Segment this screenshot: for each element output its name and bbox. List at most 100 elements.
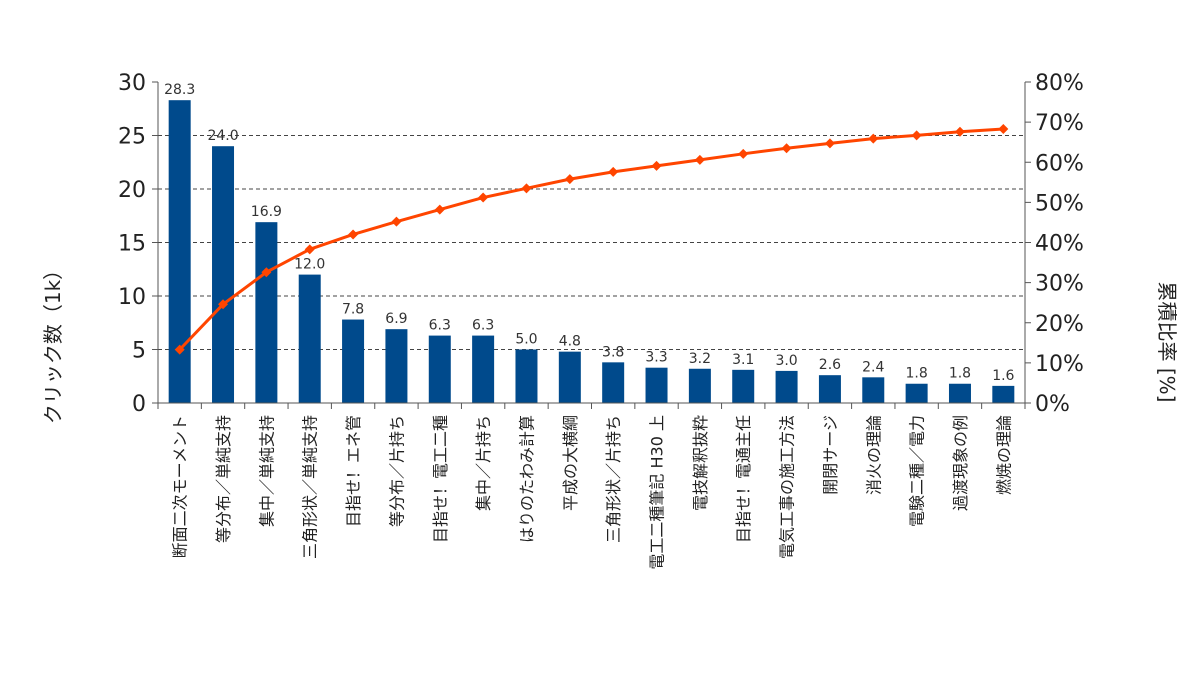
- cumulative-marker-1: [218, 299, 229, 310]
- y-axis-title: クリック数（1k）: [41, 260, 65, 424]
- x-tick-label-10: 三角形状／片持ち: [604, 415, 623, 543]
- cumulative-marker-18: [954, 126, 965, 137]
- bar-5: [385, 329, 408, 403]
- bar-value-label-8: 5.0: [515, 332, 537, 348]
- y2-tick-label-1: 10%: [1035, 352, 1084, 377]
- x-tick-label-11: 電工二種筆記 H30 上: [648, 415, 667, 570]
- bar-7: [472, 335, 495, 403]
- bar-12: [688, 368, 711, 403]
- x-tick-label-9: 平成の大横綱: [561, 415, 580, 511]
- cumulative-marker-8: [521, 183, 532, 194]
- cumulative-marker-10: [608, 166, 619, 177]
- bar-value-label-1: 24.0: [207, 128, 238, 144]
- bar-6: [428, 335, 451, 403]
- cumulative-marker-7: [478, 192, 489, 203]
- bar-14: [775, 370, 798, 403]
- cumulative-marker-14: [781, 143, 792, 154]
- bar-value-label-6: 6.3: [429, 318, 451, 334]
- bar-0: [168, 100, 191, 403]
- y-tick-label-5: 25: [118, 125, 146, 150]
- bar-value-label-13: 3.1: [732, 352, 754, 368]
- x-tick-label-5: 等分布／片持ち: [387, 415, 406, 527]
- cumulative-marker-19: [998, 123, 1009, 134]
- bar-9: [558, 351, 581, 403]
- bar-13: [732, 369, 755, 403]
- bar-11: [645, 367, 668, 403]
- bar-value-label-14: 3.0: [775, 353, 797, 369]
- axes: 0 5 10 15 20 25 30 0% 10% 20% 30% 40% 50% 60% 70% 80% 断面…: [118, 71, 1084, 570]
- x-tick-label-17: 電験二種／電力: [908, 415, 927, 527]
- bar-1: [212, 146, 235, 403]
- bar-value-label-2: 16.9: [251, 204, 282, 220]
- y-tick-label-4: 20: [118, 178, 146, 203]
- bar-value-label-12: 3.2: [689, 351, 711, 367]
- bar-value-label-11: 3.3: [645, 350, 667, 366]
- x-tick-label-13: 目指せ！電通主任: [734, 415, 753, 543]
- bar-18: [948, 383, 971, 403]
- bar-value-label-10: 3.8: [602, 344, 624, 360]
- x-tick-label-19: 燃焼の理論: [994, 415, 1013, 495]
- bar-value-label-18: 1.8: [949, 366, 971, 382]
- cumulative-marker-12: [694, 154, 705, 165]
- y-tick-label-0: 0: [132, 392, 146, 417]
- cumulative-marker-16: [868, 133, 879, 144]
- cumulative-marker-15: [824, 138, 835, 149]
- y2-tick-label-7: 70%: [1035, 111, 1084, 136]
- x-tick-label-1: 等分布／単純支持: [214, 415, 233, 543]
- x-tick-label-14: 電気工事の施工方法: [778, 415, 797, 559]
- cumulative-marker-6: [434, 204, 445, 215]
- cumulative-line: [178, 127, 1004, 351]
- y2-tick-label-3: 30%: [1035, 272, 1084, 297]
- bar-value-label-5: 6.9: [385, 311, 407, 327]
- bar-value-label-17: 1.8: [905, 366, 927, 382]
- bar-17: [905, 383, 928, 403]
- bar-value-label-0: 28.3: [164, 82, 195, 98]
- x-tick-label-6: 目指せ！電工二種: [431, 415, 450, 543]
- y-tick-label-6: 30: [118, 71, 146, 96]
- cumulative-marker-4: [348, 229, 359, 240]
- x-tick-label-3: 三角形状／単純支持: [301, 415, 320, 559]
- x-tick-label-12: 電技解釈抜粋: [691, 415, 710, 511]
- bar-value-label-15: 2.6: [819, 357, 841, 373]
- bar-3: [298, 274, 321, 403]
- bar-19: [992, 385, 1015, 403]
- x-tick-label-0: 断面二次モーメント: [171, 415, 190, 558]
- x-tick-label-15: 開閉サージ: [821, 415, 840, 495]
- bar-16: [862, 377, 885, 403]
- cumulative-marker-11: [651, 160, 662, 171]
- bar-value-label-16: 2.4: [862, 359, 884, 375]
- x-tick-label-16: 消火の理論: [864, 415, 883, 495]
- cumulative-marker-17: [911, 130, 922, 141]
- cumulative-marker-13: [738, 148, 749, 159]
- y2-axis-title: 累積比率 [%]: [1155, 282, 1179, 403]
- y2-tick-label-8: 80%: [1035, 71, 1084, 96]
- y2-tick-label-6: 60%: [1035, 151, 1084, 176]
- cumulative-marker-2: [261, 267, 272, 278]
- cumulative-marker-3: [304, 244, 315, 255]
- bar-15: [818, 375, 841, 403]
- cumulative-marker-5: [391, 216, 402, 227]
- bar-value-label-3: 12.0: [294, 257, 325, 273]
- bar-10: [602, 362, 625, 403]
- x-tick-label-8: はりのたわみ計算: [517, 415, 536, 543]
- bar-value-label-4: 7.8: [342, 302, 364, 318]
- x-tick-label-2: 集中／単純支持: [257, 415, 276, 527]
- bar-8: [515, 349, 538, 403]
- y-tick-label-3: 15: [118, 232, 146, 257]
- cumulative-line-series: [174, 123, 1009, 355]
- data-labels: 28.3 24.0 16.9 12.0 7.8 6.9 6.3 6.3 5.0 4.8 3.8 3.3…: [164, 82, 1014, 384]
- y-tick-label-2: 10: [118, 285, 146, 310]
- y2-tick-label-4: 40%: [1035, 232, 1084, 257]
- bar-value-label-7: 6.3: [472, 318, 494, 334]
- x-tick-label-7: 集中／片持ち: [474, 415, 493, 511]
- bar-value-label-9: 4.8: [559, 334, 581, 350]
- x-tick-label-4: 目指せ！エネ管: [344, 415, 363, 527]
- cumulative-marker-9: [564, 174, 575, 185]
- bar-2: [255, 222, 278, 403]
- bar-value-label-19: 1.6: [992, 368, 1014, 384]
- x-tick-label-18: 過渡現象の例: [951, 415, 970, 511]
- cumulative-marker-0: [174, 344, 185, 355]
- y-tick-label-1: 5: [132, 339, 146, 364]
- gridlines: [158, 135, 1025, 350]
